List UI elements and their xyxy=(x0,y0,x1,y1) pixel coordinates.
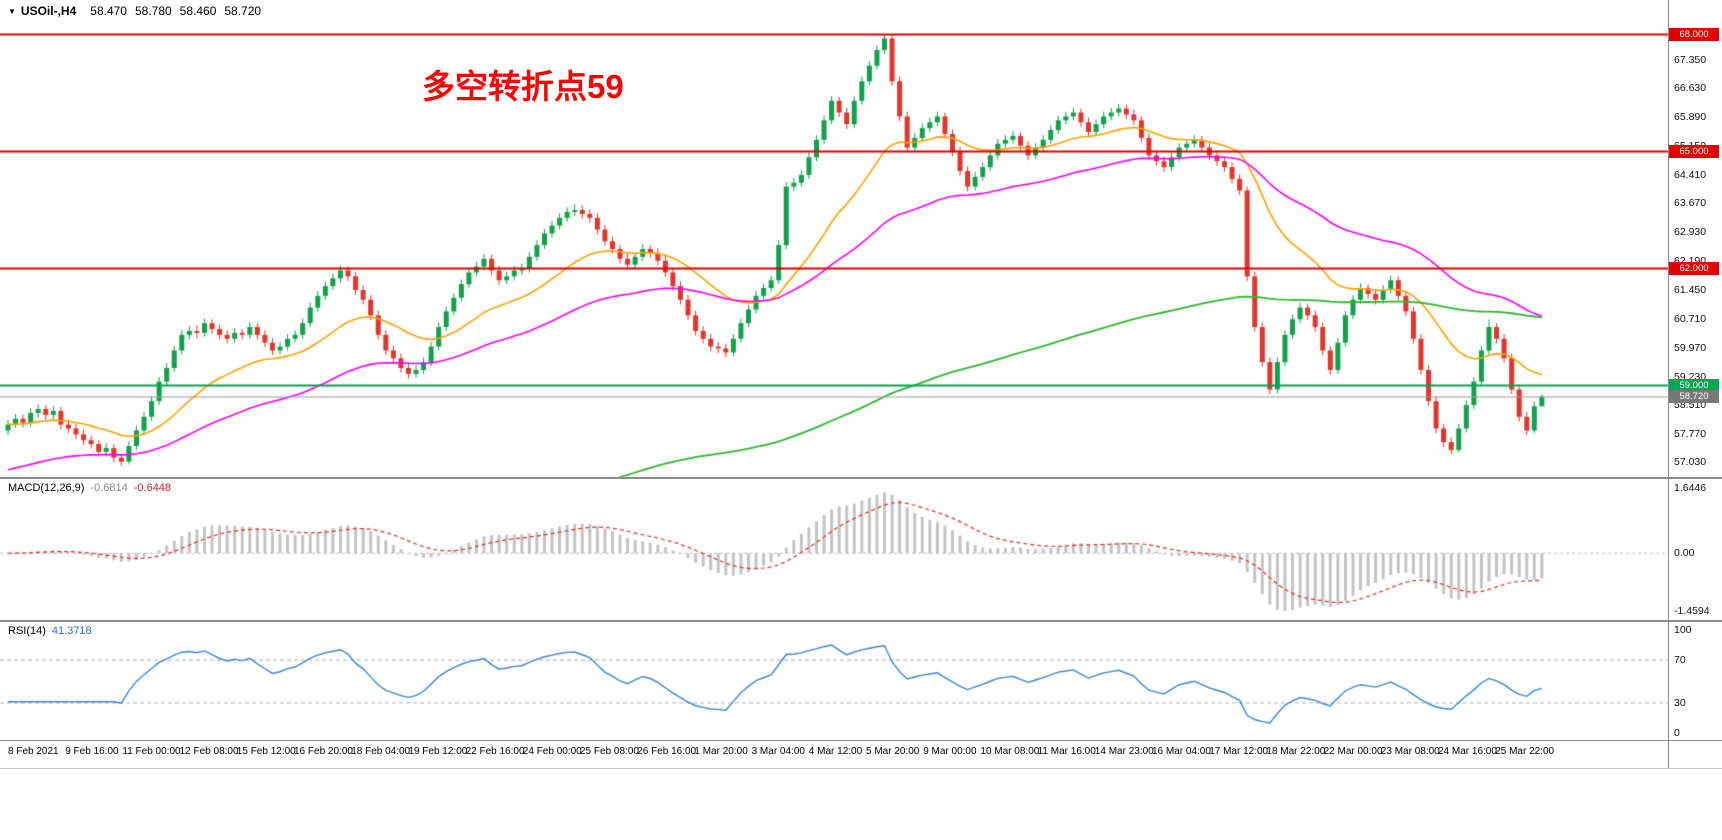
rsi-value: 41.3718 xyxy=(51,625,92,637)
rsi-indicator-label: RSI(14) 41.3718 xyxy=(8,625,92,637)
chart-annotation-text: 多空转折点59 xyxy=(422,68,624,105)
macd-indicator-label: MACD(12,26,9) -0.6814 -0.6448 xyxy=(8,482,171,494)
quote-close: 58.720 xyxy=(224,4,262,18)
price-axis-border xyxy=(1668,0,1669,768)
rsi-name: RSI(14) xyxy=(8,625,46,637)
macd-main-value: -0.6814 xyxy=(90,482,128,494)
quote-low: 58.460 xyxy=(179,4,217,18)
window-bottom-border xyxy=(0,768,1722,769)
panel-splitter-macd[interactable] xyxy=(0,477,1722,479)
macd-name: MACD(12,26,9) xyxy=(8,482,85,494)
symbol-timeframe-label: USOil-,H4 xyxy=(20,4,77,18)
macd-signal-value: -0.6448 xyxy=(133,482,172,494)
time-axis-border xyxy=(0,740,1722,741)
quote-open: 58.470 xyxy=(90,4,127,18)
panel-splitter-rsi[interactable] xyxy=(0,620,1722,622)
quote-high: 58.780 xyxy=(134,4,172,18)
chart-title: ▼ USOil-,H4 58.470 58.780 58.460 58.720 xyxy=(8,4,269,18)
symbol-dropdown-icon[interactable]: ▼ xyxy=(8,7,16,16)
